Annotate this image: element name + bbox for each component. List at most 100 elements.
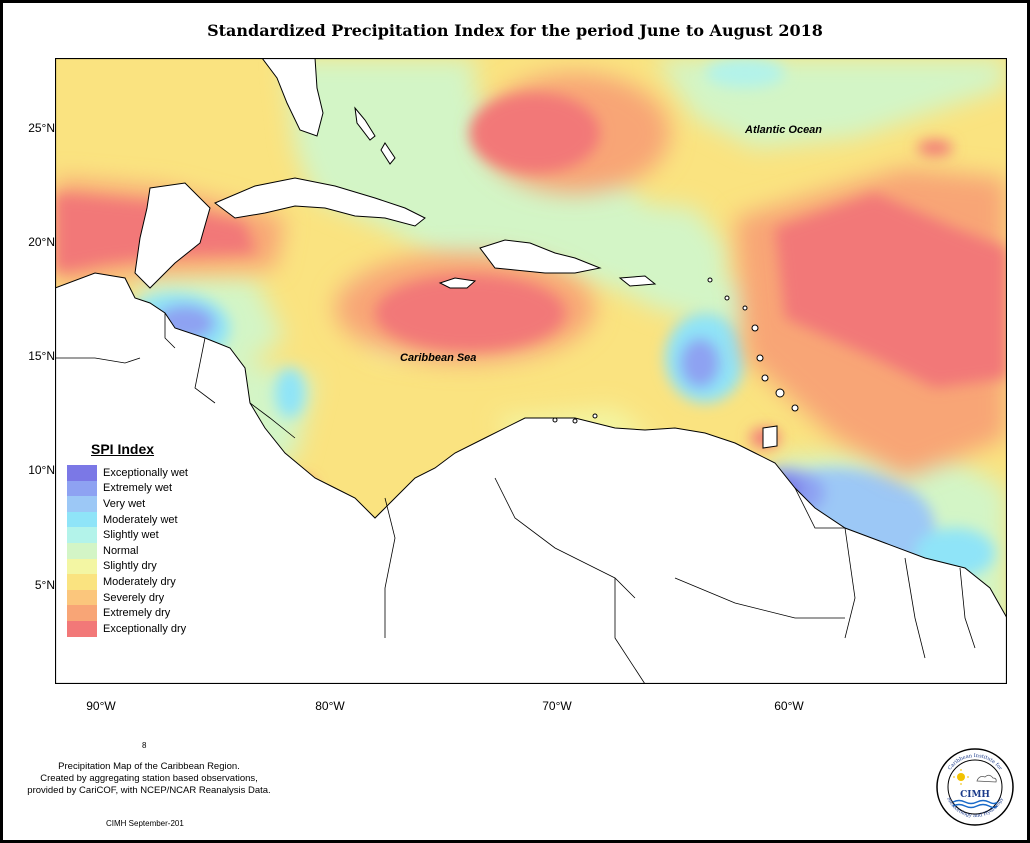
lon-label-90w: 90°W [86, 699, 116, 713]
legend-item: Normal [67, 542, 207, 559]
border-line [844, 527, 856, 639]
lat-label-20n: 20°N [28, 235, 55, 249]
lat-label-10n: 10°N [28, 463, 55, 477]
island-dot [707, 277, 713, 283]
exceptionally-dry-zone-east-atlantic [775, 193, 1007, 388]
map-border [55, 58, 1007, 684]
water-waves-icon [952, 799, 998, 805]
border-line [614, 578, 646, 684]
legend-swatch [67, 605, 97, 621]
lat-label-15n: 15°N [28, 349, 55, 363]
bahamas-land [354, 106, 376, 141]
map-caption: Precipitation Map of the Caribbean Regio… [9, 761, 289, 797]
legend-swatch [67, 589, 97, 606]
spi-map: Atlantic Ocean Caribbean Sea [55, 58, 1007, 684]
island-dot [775, 388, 785, 398]
legend-label: Extremely wet [103, 482, 173, 495]
legend-swatch [67, 620, 97, 637]
border-line [384, 497, 396, 638]
trinidad-land [762, 425, 778, 449]
sun-icon [957, 773, 965, 781]
exceptionally-dry-zone-north-atlantic [470, 93, 600, 173]
slightly-wet-zone-north [705, 58, 785, 88]
cuba-land [214, 177, 426, 227]
legend-swatch [67, 558, 97, 575]
legend-swatch [67, 511, 97, 528]
legend-item: Moderately wet [67, 511, 207, 528]
bahamas-land [380, 142, 396, 165]
lon-label-70w: 70°W [542, 699, 572, 713]
florida-land [261, 58, 324, 137]
small-islands [354, 106, 799, 449]
island-dot [751, 324, 759, 332]
wet-zone-nicaragua [275, 368, 305, 418]
lon-label-80w: 80°W [315, 699, 345, 713]
footer-credit: CIMH September-201 [106, 819, 184, 828]
legend-item: Exceptionally wet [67, 465, 207, 481]
legend-swatch [67, 496, 97, 512]
caption-line-1: Precipitation Map of the Caribbean Regio… [58, 761, 240, 772]
legend-swatch [67, 480, 97, 497]
legend-swatch [67, 574, 97, 590]
legend-label: Moderately dry [103, 575, 176, 588]
yucatan-land [134, 182, 211, 289]
border-line [55, 357, 141, 364]
cloud-icon [976, 774, 997, 783]
caribbean-sea-label: Caribbean Sea [400, 352, 476, 364]
legend-label: Exceptionally wet [103, 466, 188, 479]
lat-label-25n: 25°N [28, 121, 55, 135]
border-line [904, 557, 926, 659]
border-line [959, 567, 976, 649]
legend-swatch [67, 542, 97, 559]
legend-item: Moderately dry [67, 574, 207, 590]
border-line [194, 337, 216, 404]
exceptionally-dry-spot-northeast [917, 140, 953, 156]
border-line [164, 313, 176, 349]
lat-label-5n: 5°N [34, 578, 55, 592]
normal-zone-central [575, 198, 735, 288]
hispaniola-land [479, 239, 602, 274]
legend-swatch [67, 465, 97, 481]
legend-item: Exceptionally dry [67, 620, 207, 637]
island-dot [552, 417, 558, 423]
very-wet-zone-east-caribbean [680, 338, 720, 388]
cimh-logo: CIMH Caribbean Institute for Meteorology… [936, 748, 1014, 826]
border-line [249, 402, 296, 439]
legend-item: Extremely dry [67, 605, 207, 621]
legend-label: Slightly wet [103, 529, 159, 542]
logo-name: CIMH [960, 790, 990, 800]
map-title: Standardized Precipitation Index for the… [207, 21, 823, 40]
sun-rays-icon [953, 769, 969, 785]
island-dot [592, 413, 598, 419]
legend-item: Slightly wet [67, 527, 207, 543]
legend-item: Slightly dry [67, 558, 207, 575]
border-line [674, 577, 845, 619]
island-dot [572, 418, 578, 424]
legend-item: Severely dry [67, 589, 207, 606]
stray-mark: 8 [142, 741, 147, 750]
island-dot [761, 374, 769, 382]
caption-line-2: Created by aggregating station based obs… [40, 773, 258, 784]
border-line [794, 487, 845, 529]
water-waves-icon [952, 803, 998, 809]
central-south-america-land [55, 272, 1007, 684]
legend-label: Extremely dry [103, 607, 171, 620]
atlantic-ocean-label: Atlantic Ocean [744, 124, 822, 136]
legend-label: Very wet [103, 497, 146, 510]
legend-label: Exceptionally dry [103, 622, 187, 635]
island-dot [724, 295, 730, 301]
island-dot [742, 305, 748, 311]
lon-label-60w: 60°W [774, 699, 804, 713]
country-borders [55, 313, 976, 684]
legend-label: Slightly dry [103, 560, 157, 573]
caption-line-3: provided by CariCOF, with NCEP/NCAR Rean… [27, 785, 271, 796]
spi-legend: SPI Index Exceptionally wet Extremely wet… [67, 441, 207, 637]
exceptionally-dry-zone-caribbean [375, 275, 565, 351]
legend-swatch [67, 527, 97, 543]
legend-label: Severely dry [103, 591, 165, 604]
land-masses [55, 58, 1007, 684]
legend-label: Moderately wet [103, 513, 178, 526]
legend-rows: Exceptionally wet Extremely wet Very wet Mo… [67, 465, 207, 637]
legend-item: Extremely wet [67, 480, 207, 497]
